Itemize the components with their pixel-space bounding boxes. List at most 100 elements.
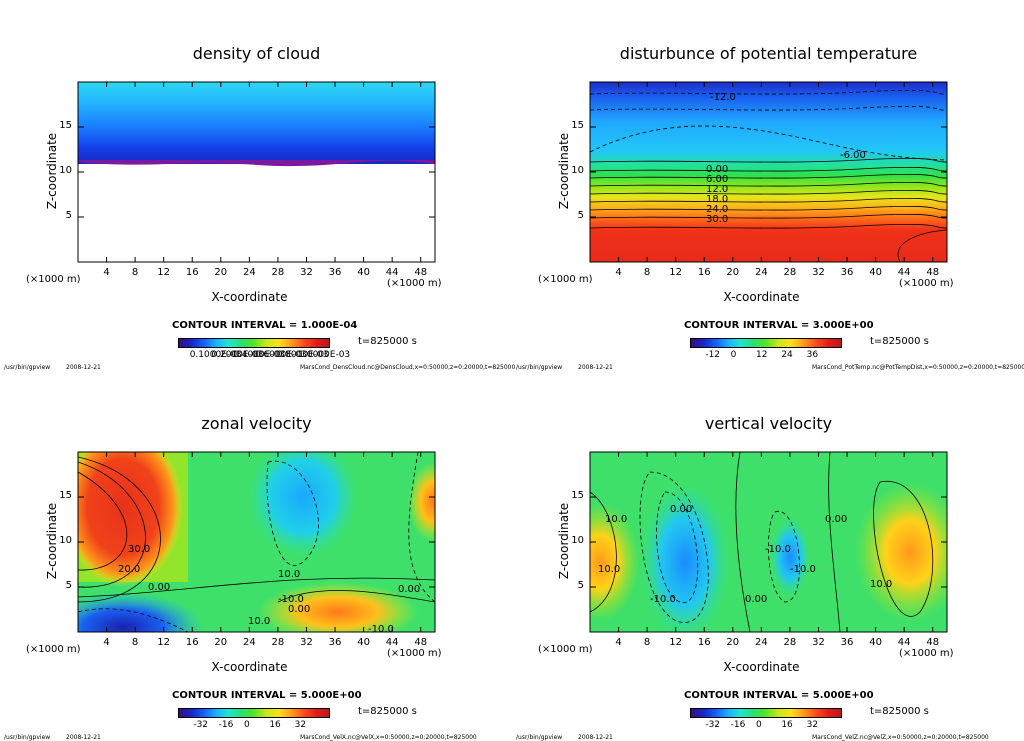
positive-core [78,452,183,587]
x-tick-label: 4 [615,637,622,648]
x-tick-label: 16 [185,637,199,648]
panel-density-of-cloud: density of cloud 4 8 12 16 20 24 28 32 36 40 44 48 5 1… [0,0,516,371]
chart-title: disturbunce of potential temperature [619,44,918,63]
y-tick-label: 10 [59,535,72,546]
contour-line [873,481,934,617]
plot-area: 10.0 0.00 -10.0 0.00 -10.0 -10.0 0.00 10.0 10.0 [589,451,948,633]
x-tick-label: 36 [328,637,342,648]
negative-core [248,452,358,557]
cloud-edge [78,160,435,167]
positive-core [590,502,640,622]
y-tick-label: 5 [577,210,584,221]
field [78,452,435,632]
x-axis-label: X-coordinate [723,290,800,304]
contour-label: 6.00 [706,174,728,185]
x-tick-label: 8 [131,267,139,278]
contour-label: 30.0 [706,214,728,225]
contour-label: -12.0 [710,92,736,103]
y-axis-label: Z-coordinate [45,132,59,210]
contour-line [78,577,435,598]
colorbar [690,708,842,718]
colorbar [690,338,842,348]
contour-line [828,452,841,632]
contour-label: 0.00 [288,604,310,615]
time-stamp: t=825000 s [870,336,929,347]
colorbar-tick-label: 32 [294,720,307,730]
contour-line [78,461,146,588]
x-tick-label: 12 [669,637,683,648]
x-tick-label: 48 [414,637,428,648]
contour-line [590,223,947,229]
chart-title: density of cloud [192,44,321,63]
x-tick-label: 12 [157,267,171,278]
colorbar-tick-label: 0 [730,350,737,360]
x-axis-label: X-coordinate [723,660,800,674]
footer-source: MarsCond_VelZ.nc@VelZ,x=0:50000,z=0:2000… [812,734,989,741]
contour-interval: CONTOUR INTERVAL = 1.000E-04 [172,320,358,331]
x-axis-label: X-coordinate [211,660,288,674]
negative-core [640,482,730,632]
contour-line [266,460,319,566]
contour-label: -10.0 [368,624,394,635]
contour-label: -10.0 [765,544,791,555]
chart-title: vertical velocity [704,414,833,433]
contour-label: 30.0 [128,544,150,555]
y-axis-label: Z-coordinate [557,132,571,210]
field-background [590,82,947,262]
x-tick-label: 40 [869,267,882,278]
x-tick-label: 44 [385,267,399,278]
field [78,82,435,262]
contour-line [735,452,751,632]
chart-title: zonal velocity [201,414,312,433]
x-tick-label: 48 [926,267,940,278]
contour-label: -10.0 [278,594,304,605]
x-tick-label: 20 [726,267,740,278]
contour-interval: CONTOUR INTERVAL = 3.000E+00 [684,320,874,331]
contour-label: 10.0 [248,616,270,627]
x-unit-right: (×1000 m) [387,278,442,289]
footer-program: /usr/bin/gpview [516,364,563,371]
contour-line [590,89,947,95]
x-tick-label: 44 [897,637,911,648]
x-tick-label: 24 [242,267,256,278]
x-tick-label: 44 [897,267,911,278]
y-axis-label: Z-coordinate [557,502,571,580]
x-tick-label: 16 [185,267,199,278]
contour-line [590,197,947,203]
x-unit-right: (×1000 m) [899,648,954,659]
contour-label: 24.0 [706,204,728,215]
x-tick-label: 4 [615,267,622,278]
footer-date: 2008-12-21 [578,734,613,741]
colorbar-tick-label: 0.6000E-03 [254,350,307,360]
contour-label: 10.0 [598,564,620,575]
contour-label: -6.00 [840,150,866,161]
colorbar [178,338,330,348]
footer-program: /usr/bin/gpview [4,364,51,371]
footer-date: 2008-12-21 [66,364,101,371]
y-tick-label: 10 [571,165,584,176]
time-stamp: t=825000 s [358,706,417,717]
x-tick-label: 4 [103,267,110,278]
contour-label: 18.0 [706,194,728,205]
cloud-layer [78,82,435,164]
colorbar-tick-label: 16 [269,720,281,730]
colorbar-tick-label: 24 [781,350,793,360]
contour-line [590,205,947,211]
contour-label: -10.0 [650,594,676,605]
x-tick-label: 28 [271,267,285,278]
x-tick-label: 44 [385,637,399,648]
x-tick-label: 16 [697,267,711,278]
x-tick-label: 24 [754,637,768,648]
x-tick-label: 48 [414,267,428,278]
x-tick-label: 8 [643,267,651,278]
colorbar-tick-label: -16 [730,720,746,730]
contour-line [590,157,947,163]
y-tick-label: 15 [59,490,72,501]
contour-label: 0.00 [670,504,692,515]
y-tick-label: 10 [59,165,72,176]
contour-label: 0.00 [745,594,767,605]
footer-source: MarsCond_DensCloud.nc@DensCloud,x=0:5000… [300,364,516,371]
y-tick-label: 15 [571,120,584,131]
contour-label: 12.0 [706,184,728,195]
positive-core [408,462,435,542]
